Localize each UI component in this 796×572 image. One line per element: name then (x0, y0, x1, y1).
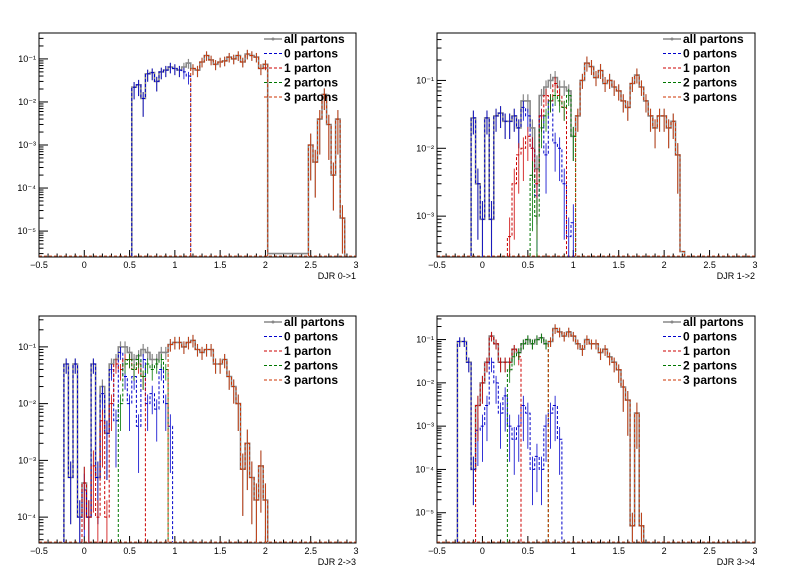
legend-label: all partons (284, 32, 345, 46)
series-0-partons-line (63, 351, 174, 542)
series-1-parton-line (475, 335, 522, 542)
y-tick-label: 10⁻¹ (416, 75, 434, 85)
legend-marker (271, 37, 275, 41)
y-tick-label: 10⁻³ (18, 140, 36, 150)
legend-label: 3 partons (284, 373, 338, 387)
legend-label: 1 parton (284, 344, 331, 358)
panel-djr-2-3: −0.5 0 0.5 1 1.5 2 2.5 3 10⁻⁴ 10⁻³ 10⁻² 10⁻¹ DJR 2->… (17, 315, 358, 567)
y-tick-label: 10⁻⁵ (18, 226, 37, 236)
legend-label: 1 parton (284, 61, 331, 75)
y-tick-label: 10⁻⁴ (17, 512, 36, 522)
legend-label: 2 partons (284, 76, 338, 90)
x-tick-label: 0 (82, 546, 87, 556)
y-tick-label: 10⁻² (18, 399, 36, 409)
series-3-partons-line (575, 62, 686, 256)
x-tick-label: 3 (353, 546, 358, 556)
x-tick-label: −0.5 (30, 260, 48, 270)
x-tick-label: 0 (82, 260, 87, 270)
y-tick-label: 10⁻³ (18, 455, 36, 465)
series-3-partons-line (190, 53, 346, 256)
legend-marker (670, 37, 674, 41)
x-tick-label: −0.5 (428, 546, 446, 556)
y-tick-label: 10⁻⁴ (17, 183, 36, 193)
x-axis-title: DJR 1->2 (717, 271, 755, 281)
series-0-partons-line (456, 341, 563, 542)
legend-label: 0 partons (683, 330, 737, 344)
x-tick-label: 1 (172, 546, 177, 556)
series-3-partons-line (167, 339, 269, 542)
x-tick-label: 2 (662, 546, 667, 556)
plot-frame (38, 315, 357, 544)
x-tick-label: 0 (480, 260, 485, 270)
x-tick-label: 1.5 (214, 546, 227, 556)
legend-label: 2 partons (683, 76, 737, 90)
y-tick-label: 10⁻³ (416, 421, 434, 431)
legend-label: 3 partons (284, 90, 338, 104)
x-tick-label: 1 (571, 260, 576, 270)
x-tick-label: 2.5 (703, 546, 716, 556)
legend-label: 0 partons (284, 330, 338, 344)
y-tick-label: 10⁻² (416, 143, 434, 153)
y-tick-label: 10⁻¹ (416, 335, 434, 345)
legend-label: all partons (284, 315, 345, 329)
panel-djr-1-2: −0.5 0 0.5 1 1.5 2 2.5 3 10⁻³ 10⁻² 10⁻¹ DJR 1->2 all… (416, 32, 757, 281)
x-tick-label: 2 (263, 260, 268, 270)
y-tick-label: 10⁻⁵ (416, 508, 435, 518)
y-tick-label: 10⁻² (18, 97, 36, 107)
legend-label: 0 partons (284, 47, 338, 61)
x-tick-label: 1.5 (612, 260, 625, 270)
legend-label: 2 partons (683, 359, 737, 373)
x-tick-label: 2 (662, 260, 667, 270)
legend-label: 2 partons (284, 359, 338, 373)
x-tick-label: 0 (480, 546, 485, 556)
x-tick-label: 0.5 (522, 546, 535, 556)
panel-djr-0-1: −0.5 0 0.5 1 1.5 2 2.5 3 10⁻⁵ 10⁻⁴ 10⁻³ 10⁻² 10⁻¹ DJR… (17, 32, 358, 281)
series-0-partons-line (470, 100, 577, 256)
legend-label: all partons (683, 32, 744, 46)
x-tick-label: 1 (172, 260, 177, 270)
x-tick-label: 3 (752, 260, 757, 270)
x-tick-label: 1.5 (612, 546, 625, 556)
x-tick-label: 0.5 (123, 260, 136, 270)
series-2-partons-line (529, 95, 577, 256)
x-axis-title: DJR 3->4 (717, 557, 755, 567)
legend-label: 1 parton (683, 61, 730, 75)
legend-label: 3 partons (683, 373, 737, 387)
plot-frame (436, 315, 756, 544)
y-tick-label: 10⁻³ (416, 211, 434, 221)
legend-marker (271, 320, 275, 324)
legend-label: all partons (683, 315, 744, 329)
series-0-partons-line (131, 66, 192, 256)
y-tick-label: 10⁻⁴ (415, 464, 434, 474)
series-2-partons-line (117, 359, 169, 542)
x-tick-label: 3 (752, 546, 757, 556)
x-tick-label: 2.5 (304, 260, 317, 270)
legend-label: 0 partons (683, 47, 737, 61)
y-tick-label: 10⁻¹ (18, 54, 36, 64)
plot-frame (436, 32, 756, 258)
legend-label: 3 partons (683, 90, 737, 104)
y-tick-label: 10⁻² (416, 378, 434, 388)
series-3-partons-line (547, 328, 645, 542)
x-axis-title: DJR 2->3 (318, 557, 356, 567)
x-tick-label: 1 (571, 546, 576, 556)
legend-label: 1 parton (683, 344, 730, 358)
x-axis-title: DJR 0->1 (318, 271, 356, 281)
x-tick-label: −0.5 (428, 260, 446, 270)
y-tick-label: 10⁻¹ (18, 342, 36, 352)
x-tick-label: 2 (263, 546, 268, 556)
panel-djr-3-4: −0.5 0 0.5 1 1.5 2 2.5 3 10⁻⁵ 10⁻⁴ 10⁻³ 10⁻² 10⁻¹ DJR… (415, 315, 757, 567)
x-tick-label: 1.5 (214, 260, 227, 270)
x-tick-label: 0.5 (522, 260, 535, 270)
legend-marker (670, 320, 674, 324)
x-tick-label: 2.5 (304, 546, 317, 556)
x-tick-label: 2.5 (703, 260, 716, 270)
x-tick-label: 0.5 (123, 546, 136, 556)
x-tick-label: 3 (353, 260, 358, 270)
x-tick-label: −0.5 (30, 546, 48, 556)
series-all-partons-line (470, 62, 686, 256)
series-1-parton-line (81, 359, 146, 542)
